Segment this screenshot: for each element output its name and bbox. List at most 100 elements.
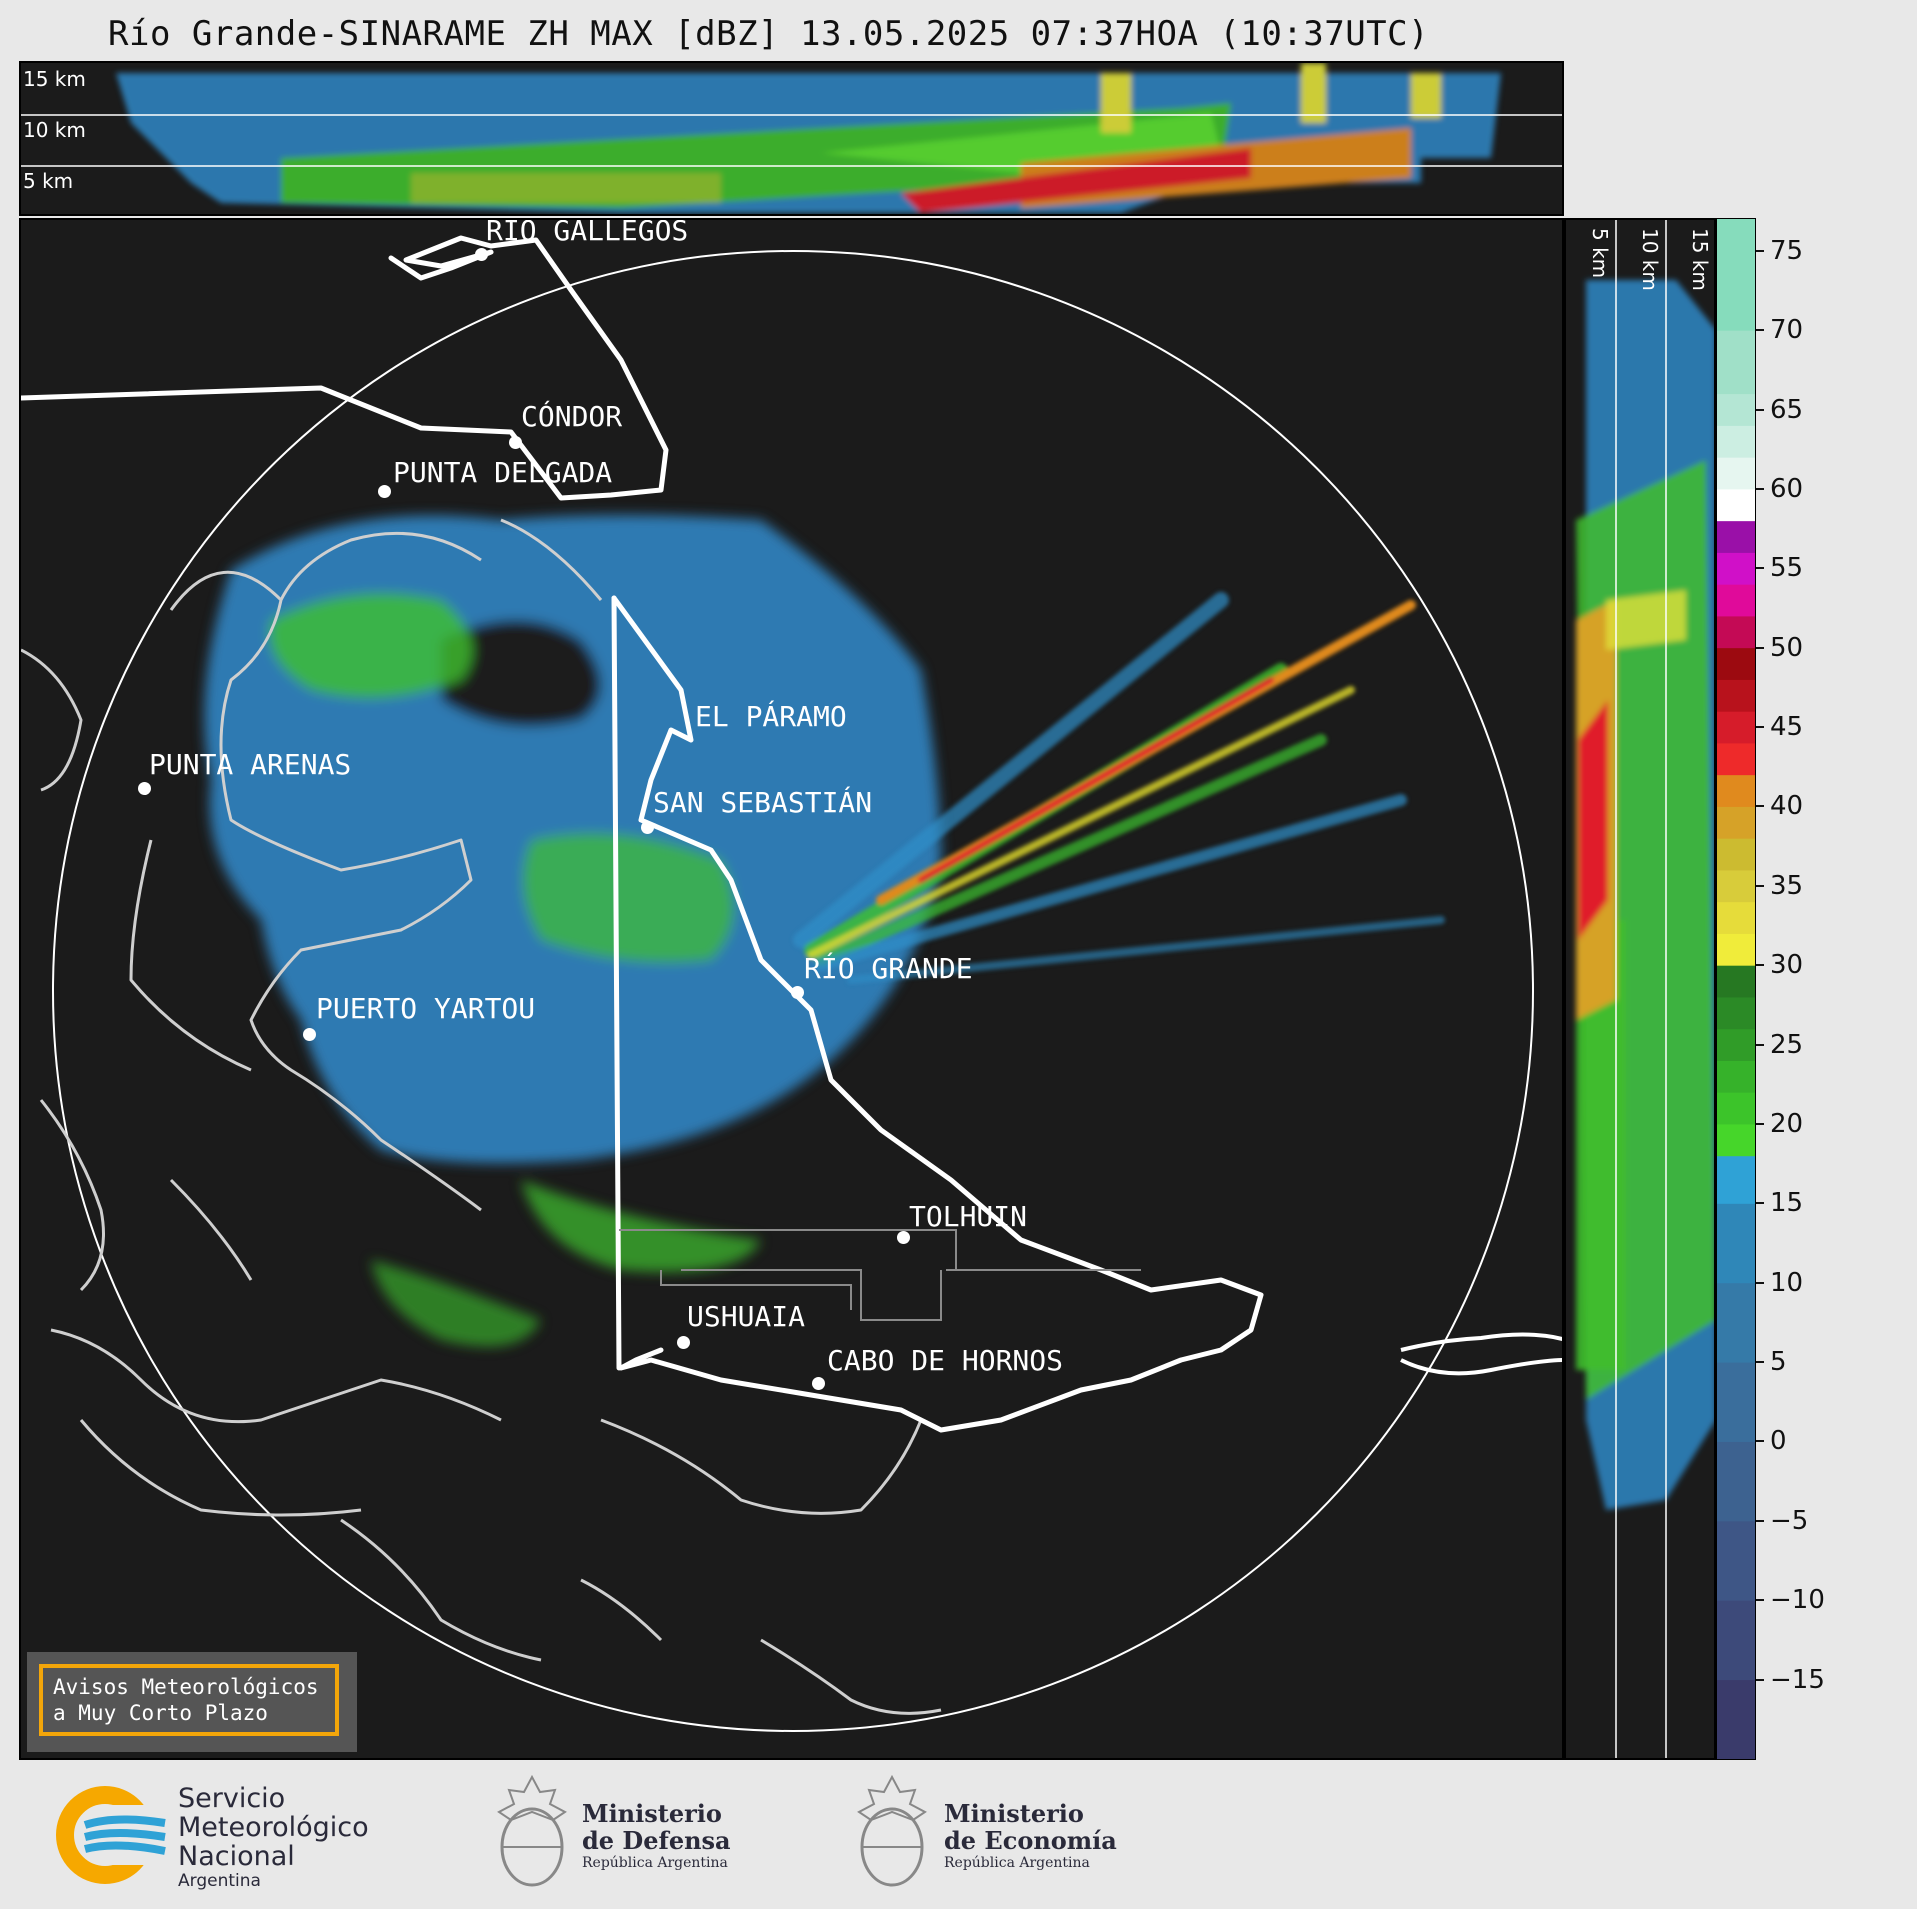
colorbar-segment xyxy=(1717,838,1755,871)
colorbar-tick-label: 30 xyxy=(1770,950,1804,981)
economia-coat-of-arms-icon xyxy=(857,1774,927,1887)
colorbar-segment xyxy=(1717,1155,1755,1204)
side-km-label-10: 10 km xyxy=(1638,228,1662,291)
colorbar-tick-label: 5 xyxy=(1770,1347,1787,1378)
colorbar-tick-label: 10 xyxy=(1770,1267,1804,1298)
colorbar-segment xyxy=(1717,996,1755,1030)
city-label-puerto-yartou: PUERTO YARTOU xyxy=(316,992,536,1025)
colorbar-segment xyxy=(1717,933,1755,966)
colorbar-tick-mark xyxy=(1756,1678,1764,1681)
colorbar-tick-label: 40 xyxy=(1770,791,1804,822)
colorbar-tick-mark xyxy=(1756,1440,1764,1443)
colorbar-segment xyxy=(1717,219,1755,331)
warning-frame: Avisos Meteorológicos a Muy Corto Plazo xyxy=(39,1664,339,1736)
colorbar-tick-label: −15 xyxy=(1770,1664,1825,1695)
side-km-label-15: 15 km xyxy=(1688,228,1712,291)
colorbar-segment xyxy=(1717,965,1755,998)
colorbar-segment xyxy=(1717,1282,1755,1363)
smn-line-2: Meteorológico xyxy=(178,1812,369,1843)
colorbar-tick-mark xyxy=(1756,1043,1764,1046)
colorbar-tick-mark xyxy=(1756,646,1764,649)
colorbar-segment xyxy=(1717,615,1755,649)
smn-line-1: Servicio xyxy=(178,1783,286,1814)
economia-line-2: de Economía xyxy=(944,1826,1117,1855)
side-cross-section-image xyxy=(1576,220,1714,1758)
colorbar-segment xyxy=(1717,1203,1755,1284)
colorbar-segment xyxy=(1717,806,1755,839)
colorbar-segment xyxy=(1717,488,1755,522)
colorbar-tick-label: 70 xyxy=(1770,315,1804,346)
colorbar-segment xyxy=(1717,1092,1755,1125)
colorbar-segment xyxy=(1717,520,1755,553)
city-dot-puerto-yartou xyxy=(303,1028,316,1041)
colorbar-tick-label: 60 xyxy=(1770,473,1804,504)
top-km-label-10: 10 km xyxy=(23,118,86,142)
colorbar-segment xyxy=(1717,425,1755,458)
top-cross-section-image xyxy=(21,63,1562,213)
colorbar-tick-label: 75 xyxy=(1770,235,1804,266)
city-dot-punta-arenas xyxy=(138,782,151,795)
colorbar-tick-label: 35 xyxy=(1770,870,1804,901)
colorbar-tick-mark xyxy=(1756,249,1764,252)
colorbar-segment xyxy=(1717,647,1755,680)
city-dot-cabo-de-hornos xyxy=(812,1377,825,1390)
colorbar-tick-mark xyxy=(1756,805,1764,808)
colorbar-segment xyxy=(1717,742,1755,776)
city-label-rio-gallegos: RÍO GALLEGOS xyxy=(486,218,689,247)
colorbar-segment xyxy=(1717,584,1755,617)
colorbar-tick-mark xyxy=(1756,487,1764,490)
defensa-line-1: Ministerio xyxy=(582,1799,722,1828)
top-km-label-5: 5 km xyxy=(23,169,74,193)
city-dot-condor xyxy=(509,436,522,449)
colorbar-segment xyxy=(1717,1123,1755,1157)
smn-line-4: Argentina xyxy=(178,1871,261,1891)
defensa-line-3: República Argentina xyxy=(582,1855,728,1871)
colorbar-segment xyxy=(1717,869,1755,903)
defensa-coat-of-arms-icon xyxy=(497,1774,567,1887)
colorbar-tick-mark xyxy=(1756,1361,1764,1364)
chart-title: Río Grande-SINARAME ZH MAX [dBZ] 13.05.2… xyxy=(108,14,1430,54)
city-dot-punta-delgada xyxy=(378,485,391,498)
warning-line-2: a Muy Corto Plazo xyxy=(53,1701,268,1725)
city-label-san-sebastian: SAN SEBASTIÁN xyxy=(653,786,873,819)
side-cross-section-panel: 5 km 10 km 15 km xyxy=(1564,218,1716,1760)
colorbar-tick-label: 0 xyxy=(1770,1426,1787,1457)
city-dot-rio-grande xyxy=(791,986,804,999)
colorbar-tick-mark xyxy=(1756,567,1764,570)
colorbar-segment xyxy=(1717,901,1755,934)
city-dot-san-sebastian xyxy=(641,821,654,834)
top-km-label-15: 15 km xyxy=(23,67,86,91)
smn-logo-icon xyxy=(56,1786,175,1884)
colorbar-segment xyxy=(1717,1520,1755,1601)
colorbar-segment xyxy=(1717,1028,1755,1061)
city-label-cabo-de-hornos: CABO DE HORNOS xyxy=(827,1344,1064,1377)
city-label-punta-delgada: PUNTA DELGADA xyxy=(393,456,613,489)
colorbar-tick-label: 45 xyxy=(1770,712,1804,743)
colorbar-tick-mark xyxy=(1756,1122,1764,1125)
warning-line-1: Avisos Meteorológicos xyxy=(53,1675,319,1699)
colorbar-tick-mark xyxy=(1756,329,1764,332)
radar-map-image xyxy=(21,235,1562,1732)
city-label-el-paramo: EL PÁRAMO xyxy=(695,700,847,733)
colorbar-tick-mark xyxy=(1756,408,1764,411)
colorbar-segment xyxy=(1717,1600,1755,1681)
colorbar-segment xyxy=(1717,1060,1755,1093)
colorbar-tick-label: 20 xyxy=(1770,1108,1804,1139)
city-label-condor: CÓNDOR xyxy=(521,400,623,433)
colorbar-segment xyxy=(1717,711,1755,744)
colorbar-tick-mark xyxy=(1756,884,1764,887)
side-km-label-5: 5 km xyxy=(1588,228,1612,279)
colorbar-segment xyxy=(1717,1679,1755,1760)
colorbar-tick-label: 55 xyxy=(1770,553,1804,584)
radar-map-panel: RÍO GALLEGOS CÓNDOR PUNTA DELGADA EL PÁR… xyxy=(19,218,1564,1760)
city-dot-rio-gallegos xyxy=(475,248,488,261)
colorbar-segment xyxy=(1717,457,1755,490)
colorbar-tick-label: −10 xyxy=(1770,1585,1825,1616)
colorbar-tick-label: −5 xyxy=(1770,1505,1809,1536)
smn-line-3: Nacional xyxy=(178,1841,295,1872)
city-dot-tolhuin xyxy=(897,1231,910,1244)
colorbar-tick-label: 65 xyxy=(1770,394,1804,425)
top-cross-section-panel: 15 km 10 km 5 km xyxy=(19,61,1564,216)
colorbar-tick-mark xyxy=(1756,726,1764,729)
colorbar-tick-mark xyxy=(1756,1281,1764,1284)
